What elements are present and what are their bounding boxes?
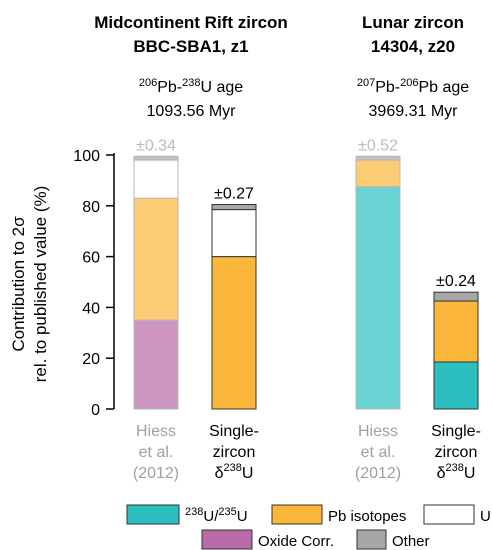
x-category-label: δ238U [215,462,254,482]
bar-segment [133,319,179,410]
x-category-label: et al. [361,444,396,461]
legend: 238U/235U Pb isotopes U content Oxide Co… [126,504,492,550]
bar-segment [133,159,179,199]
bar-stack: ±0.52 [355,137,401,410]
bar-stack: ±0.34 [133,137,179,410]
panel-2-age-value: 3969.31 Myr [369,103,459,120]
x-category-label: Single- [431,423,481,440]
panel-2-age-label: 207Pb-206Pb age [357,77,469,96]
y-tick-label: 80 [82,199,100,216]
panel-1-title: Midcontinent Rift zircon [94,13,288,32]
x-category-label: Hiess [358,423,398,440]
x-category-label: et al. [139,444,174,461]
bar-stack: ±0.27 [211,186,257,410]
y-axis-ticks: 0 20 40 60 80 100 [73,148,114,419]
x-category-label: Hiess [136,423,176,440]
y-tick-label: 40 [82,300,100,317]
legend-swatch-other [356,529,387,550]
bar-stack: ±0.24 [433,273,479,410]
bar-segment [355,186,401,410]
x-category-label: zircon [435,444,478,461]
x-category-label: (2012) [355,465,401,482]
panel-1-age-value: 1093.56 Myr [147,103,237,120]
bars: ±0.34 ±0.27 ±0.52 ±0.24 [133,137,479,410]
legend-label-other: Other [392,533,430,550]
bar-segment [433,300,479,363]
panel-2-subtitle: 14304, z20 [371,37,455,56]
legend-swatch-oxide [201,529,253,550]
legend-label-u-ratio: 238U/235U [185,506,248,525]
bar-segment [211,256,257,410]
panel-2-title: Lunar zircon [362,13,464,32]
uncertainty-label: ±0.34 [136,137,176,154]
x-category-label: δ238U [437,462,476,482]
bar-segment [355,155,401,161]
bar-segment [211,209,257,258]
y-tick-label: 100 [73,148,100,165]
y-axis-label-line2: rel. to published value (%) [31,186,50,383]
bar-segment [211,204,257,211]
x-category-label: (2012) [133,465,179,482]
bar-segment [133,155,179,161]
bar-segment [355,159,401,188]
x-category-label: zircon [213,444,256,461]
y-tick-label: 60 [82,250,100,267]
legend-swatch-u-content [423,504,475,525]
uncertainty-label: ±0.24 [436,273,476,290]
x-category-label: Single- [209,423,259,440]
legend-label-u-content: U content [480,508,492,525]
bar-segment [433,361,479,410]
bar-segment [433,291,479,302]
legend-label-pb-isotopes: Pb isotopes [328,508,406,525]
legend-swatch-u-ratio [126,504,180,525]
uncertainty-label: ±0.52 [358,137,398,154]
y-tick-label: 20 [82,351,100,368]
bar-segment [133,197,179,321]
legend-label-oxide: Oxide Corr. [258,533,334,550]
legend-swatch-pb-isotopes [271,504,323,525]
y-axis-label-line1: Contribution to 2σ [9,216,28,352]
panel-1-subtitle: BBC-SBA1, z1 [133,37,248,56]
uncertainty-label: ±0.27 [214,186,254,203]
y-tick-label: 0 [91,402,100,419]
panel-1-age-label: 206Pb-238U age [139,77,243,96]
